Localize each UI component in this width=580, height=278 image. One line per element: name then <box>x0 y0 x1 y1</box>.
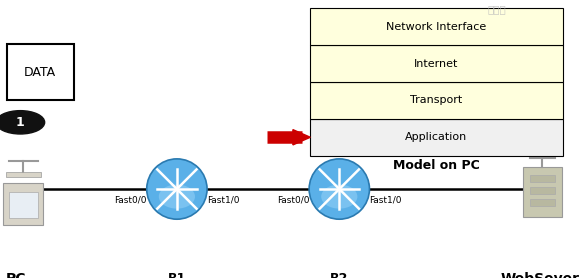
FancyBboxPatch shape <box>523 167 562 217</box>
Text: 亿速云: 亿速云 <box>487 4 506 14</box>
Text: PC: PC <box>6 272 26 278</box>
Polygon shape <box>293 130 310 145</box>
Ellipse shape <box>159 185 195 209</box>
Text: DATA: DATA <box>24 66 56 79</box>
Text: Fast0/0: Fast0/0 <box>277 196 309 205</box>
FancyBboxPatch shape <box>530 199 555 206</box>
FancyBboxPatch shape <box>310 119 563 156</box>
FancyBboxPatch shape <box>6 172 41 177</box>
Text: R1: R1 <box>168 272 186 278</box>
Text: WebSever: WebSever <box>501 272 580 278</box>
Text: Model on PC: Model on PC <box>393 159 480 172</box>
Text: Transport: Transport <box>410 95 463 105</box>
Ellipse shape <box>147 159 207 219</box>
Text: R2: R2 <box>330 272 349 278</box>
Ellipse shape <box>309 174 369 195</box>
FancyBboxPatch shape <box>7 44 74 100</box>
FancyBboxPatch shape <box>310 8 563 45</box>
Ellipse shape <box>147 174 207 195</box>
FancyBboxPatch shape <box>530 187 555 194</box>
Ellipse shape <box>309 159 369 219</box>
FancyBboxPatch shape <box>530 175 555 182</box>
Text: Fast1/0: Fast1/0 <box>207 196 240 205</box>
Text: Internet: Internet <box>414 59 459 69</box>
Text: Fast0/0: Fast0/0 <box>114 196 147 205</box>
Ellipse shape <box>321 185 357 209</box>
FancyBboxPatch shape <box>310 82 563 119</box>
Text: Application: Application <box>405 132 467 142</box>
FancyBboxPatch shape <box>310 45 563 82</box>
Text: Fast1/0: Fast1/0 <box>369 196 402 205</box>
Text: 1: 1 <box>16 116 25 129</box>
Circle shape <box>0 111 45 134</box>
FancyBboxPatch shape <box>3 183 43 225</box>
Text: Network Interface: Network Interface <box>386 22 487 32</box>
FancyBboxPatch shape <box>9 192 38 218</box>
